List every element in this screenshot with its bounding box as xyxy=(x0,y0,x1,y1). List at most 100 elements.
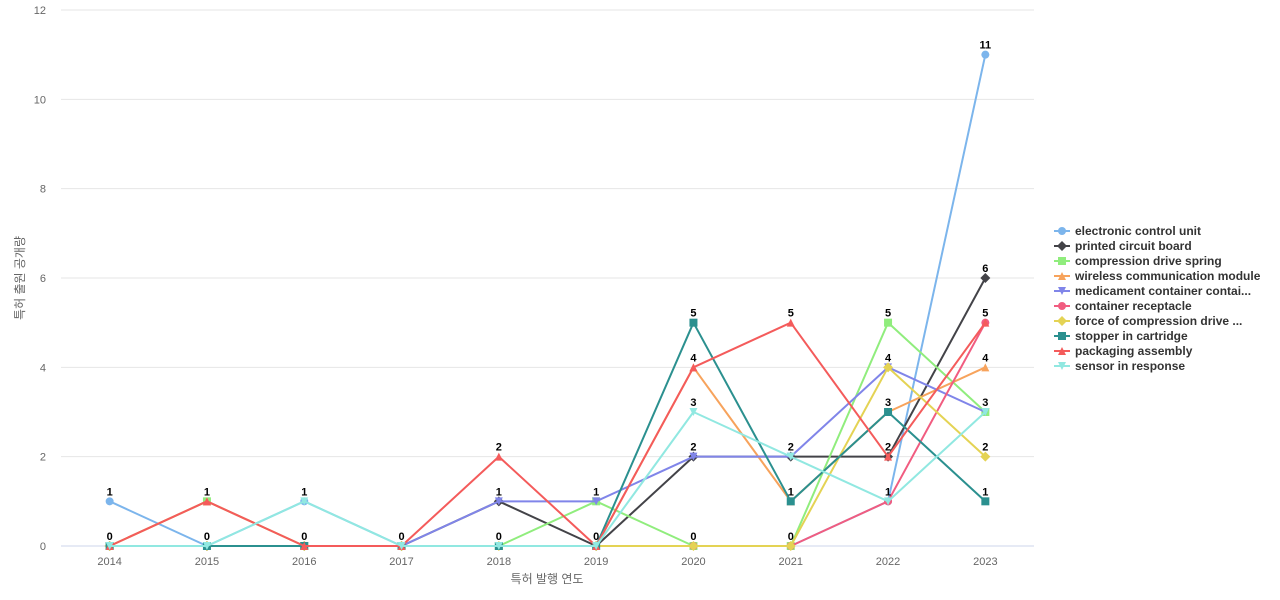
data-point[interactable] xyxy=(689,408,698,416)
data-label: 1 xyxy=(107,486,113,498)
data-point[interactable] xyxy=(688,541,699,551)
legend-label: compression drive spring xyxy=(1075,254,1222,268)
x-tick-label: 2021 xyxy=(779,556,803,568)
data-point[interactable] xyxy=(494,542,503,550)
series-line[interactable] xyxy=(109,321,987,547)
x-tick-label: 2020 xyxy=(681,556,705,568)
data-point[interactable] xyxy=(981,318,990,327)
legend-item[interactable]: force of compression drive ... xyxy=(1054,314,1242,328)
data-point[interactable] xyxy=(884,408,893,416)
x-tick-label: 2015 xyxy=(195,556,219,568)
series-line[interactable] xyxy=(109,322,987,547)
data-label: 1 xyxy=(788,486,794,498)
legend-marker xyxy=(1058,227,1066,235)
data-point[interactable] xyxy=(202,542,211,550)
x-tick-label: 2023 xyxy=(973,556,997,568)
legend-marker xyxy=(1058,272,1066,280)
x-tick-label: 2016 xyxy=(292,556,316,568)
data-label: 11 xyxy=(980,40,992,52)
legend-label: force of compression drive ... xyxy=(1075,314,1242,328)
data-point[interactable] xyxy=(494,497,503,506)
data-label: 4 xyxy=(690,352,697,364)
data-point[interactable] xyxy=(105,542,114,550)
legend-label: sensor in response xyxy=(1075,359,1185,373)
data-point[interactable] xyxy=(592,497,601,506)
y-tick-label: 6 xyxy=(40,273,46,285)
legend-label: container receptacle xyxy=(1075,299,1192,313)
data-point[interactable] xyxy=(300,497,309,506)
legend-label: medicament container contai... xyxy=(1075,284,1251,298)
legend-marker xyxy=(1058,257,1066,265)
legend-item[interactable]: sensor in response xyxy=(1054,359,1185,373)
series-lines xyxy=(104,50,991,551)
legend-item[interactable]: stopper in cartridge xyxy=(1054,329,1188,343)
legend-item[interactable]: packaging assembly xyxy=(1054,344,1193,358)
data-point[interactable] xyxy=(884,318,893,327)
series-line[interactable] xyxy=(109,277,987,547)
data-point[interactable] xyxy=(980,273,991,283)
data-point[interactable] xyxy=(884,497,893,506)
data-label: 0 xyxy=(398,531,404,543)
data-label: 5 xyxy=(690,308,696,320)
data-label: 4 xyxy=(982,352,989,364)
x-tick-label: 2018 xyxy=(487,556,511,568)
legend-label: wireless communication module xyxy=(1074,269,1261,283)
legend-item[interactable]: printed circuit board xyxy=(1054,239,1192,253)
legend-item[interactable]: wireless communication module xyxy=(1054,269,1261,283)
data-label: 1 xyxy=(204,486,210,498)
series-line[interactable] xyxy=(109,411,987,547)
data-label: 1 xyxy=(885,486,891,498)
legend-marker xyxy=(1058,347,1066,355)
data-point[interactable] xyxy=(883,362,894,373)
data-point[interactable] xyxy=(981,50,990,59)
series-printed-circuit-board[interactable] xyxy=(104,273,991,551)
data-point[interactable] xyxy=(689,452,698,461)
data-label: 0 xyxy=(690,531,696,543)
series-line[interactable] xyxy=(109,321,987,547)
data-point[interactable] xyxy=(689,363,698,372)
legend-item[interactable]: medicament container contai... xyxy=(1054,284,1251,298)
data-point[interactable] xyxy=(105,497,114,506)
legend-label: electronic control unit xyxy=(1075,224,1201,238)
data-point[interactable] xyxy=(981,408,990,416)
data-point[interactable] xyxy=(786,452,795,461)
data-point[interactable] xyxy=(300,542,309,550)
data-label: 2 xyxy=(788,442,794,454)
data-point[interactable] xyxy=(592,542,601,550)
data-point[interactable] xyxy=(884,452,893,461)
data-point[interactable] xyxy=(980,451,991,462)
y-tick-label: 4 xyxy=(40,362,46,374)
legend-item[interactable]: compression drive spring xyxy=(1054,254,1222,268)
series-line[interactable] xyxy=(109,321,987,547)
series-line[interactable] xyxy=(109,54,987,547)
data-label: 0 xyxy=(301,531,307,543)
legend-item[interactable]: container receptacle xyxy=(1054,299,1192,313)
data-point[interactable] xyxy=(981,497,990,506)
data-point[interactable] xyxy=(689,318,698,327)
data-label: 1 xyxy=(593,486,599,498)
data-label: 5 xyxy=(788,308,794,320)
legend-marker xyxy=(1058,332,1066,340)
data-point[interactable] xyxy=(494,452,503,461)
data-label: 2 xyxy=(885,442,891,454)
data-point[interactable] xyxy=(397,542,406,550)
data-label: 2 xyxy=(982,442,988,454)
data-label: 2 xyxy=(690,442,696,454)
series-sensor-in-response[interactable] xyxy=(105,408,990,550)
legend-marker xyxy=(1058,362,1066,370)
data-label: 0 xyxy=(593,531,599,543)
data-point[interactable] xyxy=(785,541,796,551)
x-tick-label: 2017 xyxy=(389,556,413,568)
y-tick-label: 10 xyxy=(34,94,46,106)
legend-item[interactable]: electronic control unit xyxy=(1054,224,1201,238)
y-axis-title: 특허 출원 공개량 xyxy=(13,236,27,320)
data-point[interactable] xyxy=(202,497,211,506)
data-point[interactable] xyxy=(981,363,990,372)
data-label: 0 xyxy=(107,531,113,543)
series-electronic-control-unit[interactable] xyxy=(105,50,990,550)
data-point[interactable] xyxy=(786,318,795,327)
data-point[interactable] xyxy=(786,497,795,506)
